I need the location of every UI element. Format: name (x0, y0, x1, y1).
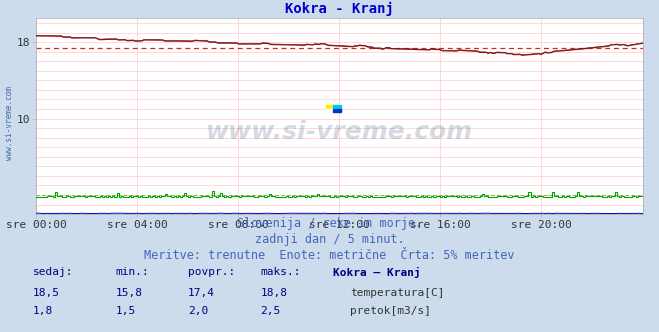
Bar (333, 109, 341, 112)
Text: 18,8: 18,8 (260, 288, 287, 298)
Bar (326, 105, 333, 109)
Text: 17,4: 17,4 (188, 288, 215, 298)
Text: www.si-vreme.com: www.si-vreme.com (5, 86, 14, 160)
Text: Kokra – Kranj: Kokra – Kranj (333, 267, 420, 278)
Text: Slovenija / reke in morje.: Slovenija / reke in morje. (237, 217, 422, 230)
Text: sedaj:: sedaj: (33, 267, 73, 277)
Text: min.:: min.: (115, 267, 149, 277)
Text: 2,5: 2,5 (260, 306, 281, 316)
Text: 1,8: 1,8 (33, 306, 53, 316)
Text: 18,5: 18,5 (33, 288, 60, 298)
Text: temperatura[C]: temperatura[C] (350, 288, 444, 298)
Text: pretok[m3/s]: pretok[m3/s] (350, 306, 431, 316)
Text: maks.:: maks.: (260, 267, 301, 277)
Text: www.si-vreme.com: www.si-vreme.com (206, 120, 473, 144)
Text: 1,5: 1,5 (115, 306, 136, 316)
Bar (326, 109, 333, 112)
Bar (333, 105, 341, 109)
Text: Meritve: trenutne  Enote: metrične  Črta: 5% meritev: Meritve: trenutne Enote: metrične Črta: … (144, 249, 515, 262)
Title: Kokra - Kranj: Kokra - Kranj (285, 2, 394, 16)
Text: 15,8: 15,8 (115, 288, 142, 298)
Text: zadnji dan / 5 minut.: zadnji dan / 5 minut. (254, 233, 405, 246)
Text: povpr.:: povpr.: (188, 267, 235, 277)
Text: 2,0: 2,0 (188, 306, 208, 316)
